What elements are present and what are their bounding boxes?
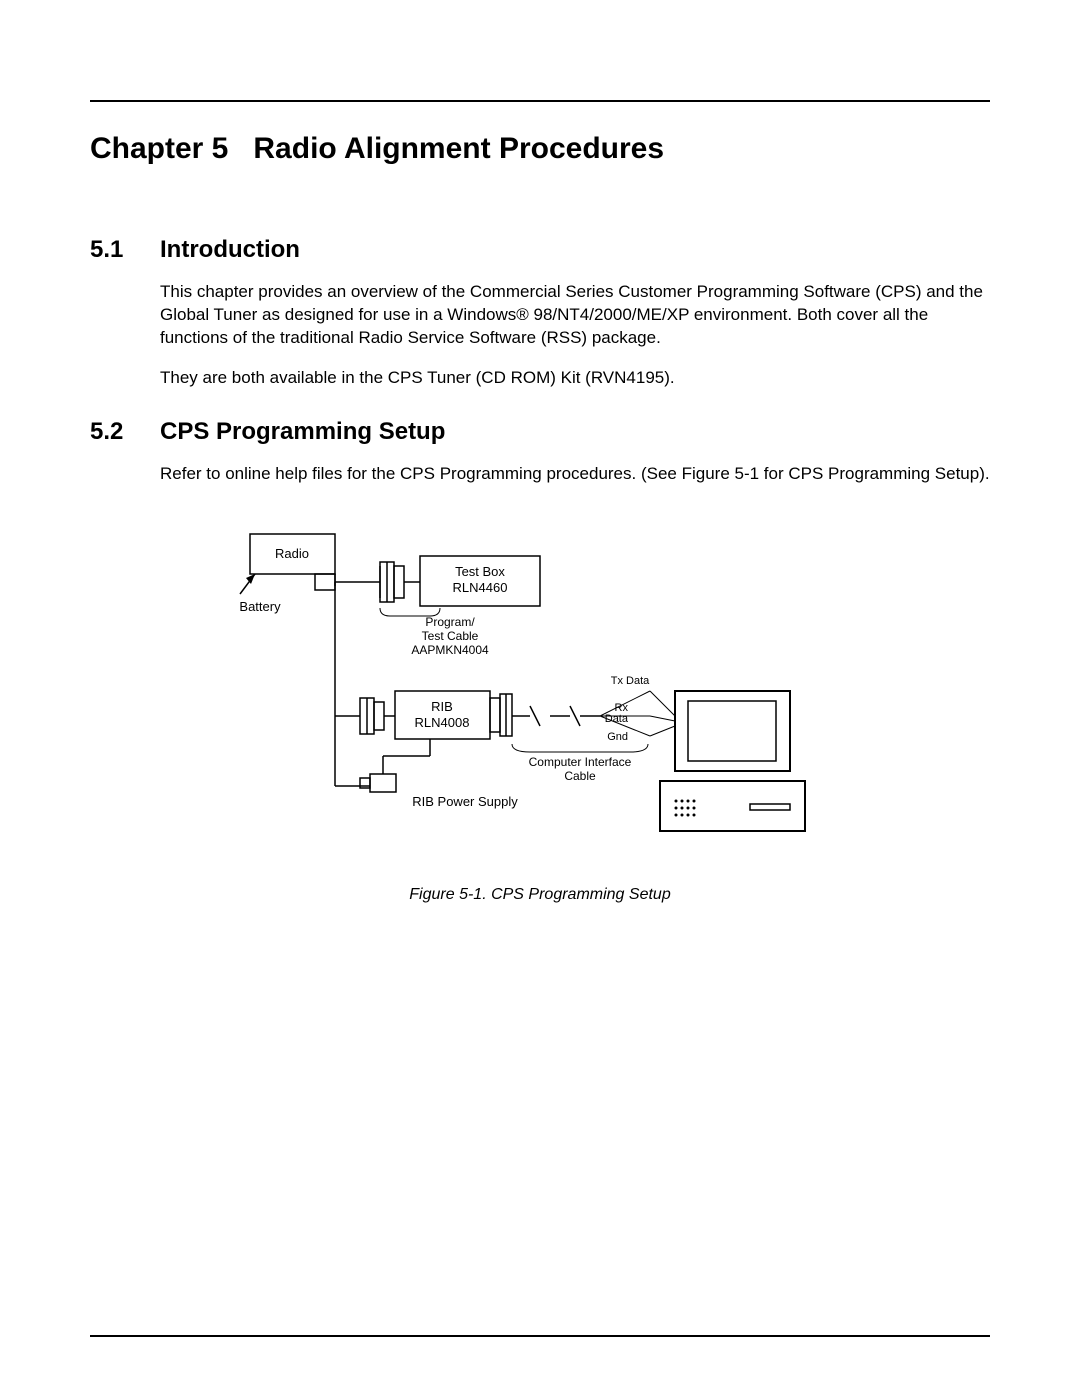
label-rib-1: RIB (431, 699, 453, 714)
label-testbox-2: RLN4460 (453, 580, 508, 595)
bottom-rule (90, 1335, 990, 1337)
label-cable-2: Test Cable (422, 629, 479, 643)
section-heading: 5.2 CPS Programming Setup (90, 418, 990, 446)
computer-icon (660, 691, 805, 831)
label-cable-1: Program/ (425, 615, 475, 629)
section-title: CPS Programming Setup (160, 418, 445, 446)
top-rule (90, 100, 990, 102)
label-ifcable-2: Cable (564, 769, 596, 783)
label-txdata: Tx Data (611, 675, 650, 687)
label-gnd: Gnd (607, 731, 628, 743)
section-number: 5.2 (90, 418, 160, 446)
label-ifcable-1: Computer Interface (529, 755, 632, 769)
section-title: Introduction (160, 236, 300, 264)
label-rxdata-2: Data (605, 713, 629, 725)
cps-diagram: Radio Battery Test Box RLN4460 Program (230, 526, 850, 856)
paragraph: This chapter provides an overview of the… (160, 281, 990, 350)
label-cable-3: AAPMKN4004 (411, 643, 489, 657)
chapter-title: Chapter 5 Radio Alignment Procedures (90, 132, 990, 166)
figure-5-1: Radio Battery Test Box RLN4460 Program (90, 526, 990, 904)
chapter-label: Chapter 5 (90, 132, 228, 165)
paragraph: Refer to online help files for the CPS P… (160, 463, 990, 486)
chapter-name: Radio Alignment Procedures (253, 132, 664, 165)
label-battery: Battery (239, 599, 281, 614)
label-radio: Radio (275, 546, 309, 561)
section-number: 5.1 (90, 236, 160, 264)
paragraph: They are both available in the CPS Tuner… (160, 367, 990, 390)
section-heading: 5.1 Introduction (90, 236, 990, 264)
section-5-1: 5.1 Introduction This chapter provides a… (90, 236, 990, 390)
label-power: RIB Power Supply (412, 794, 518, 809)
label-rib-2: RLN4008 (415, 715, 470, 730)
section-5-2: 5.2 CPS Programming Setup Refer to onlin… (90, 418, 990, 486)
label-testbox-1: Test Box (455, 564, 505, 579)
document-page: Chapter 5 Radio Alignment Procedures 5.1… (0, 0, 1080, 1397)
figure-caption: Figure 5-1. CPS Programming Setup (90, 886, 990, 904)
